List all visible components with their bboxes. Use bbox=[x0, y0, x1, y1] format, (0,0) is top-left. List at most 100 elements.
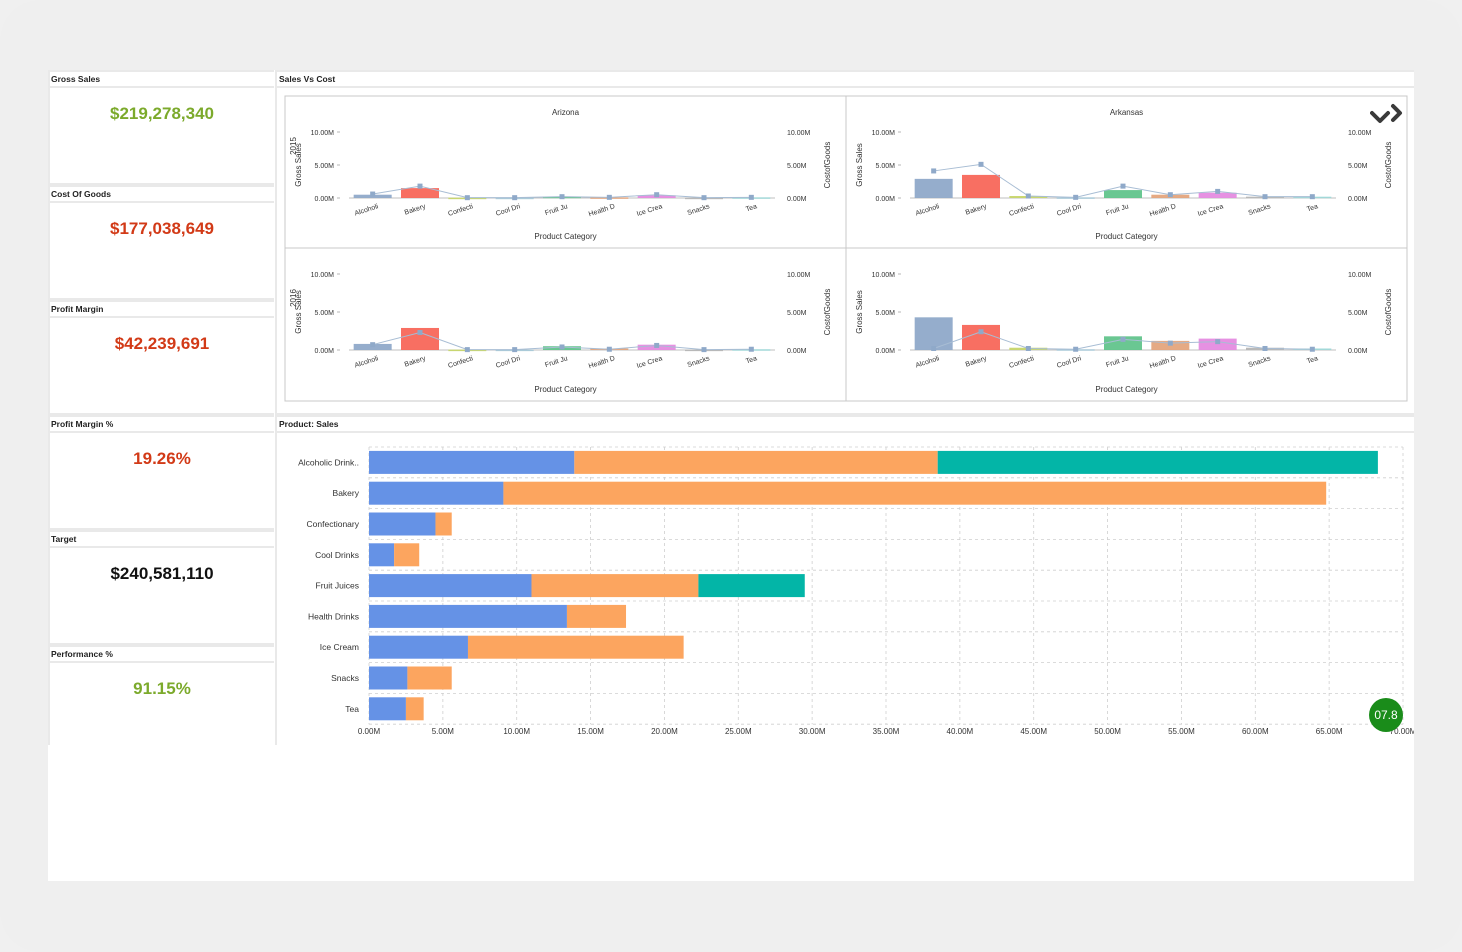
bar bbox=[914, 317, 953, 350]
cost-point bbox=[701, 347, 707, 353]
y2-tick-label: 10.00M bbox=[787, 130, 811, 137]
cost-point bbox=[1025, 193, 1031, 199]
kpi-profit-margin[interactable]: Profit Margin $42,239,691 bbox=[48, 300, 274, 415]
x-tick-label: 40.00M bbox=[947, 727, 974, 736]
kpi-value: 91.15% bbox=[133, 679, 191, 698]
y2-axis-title: CostofGoods bbox=[823, 142, 832, 189]
y-tick-label: Health Drinks bbox=[308, 611, 359, 621]
cost-point bbox=[1309, 194, 1315, 200]
x-tick-label: Tea bbox=[745, 203, 758, 213]
empty-area bbox=[48, 745, 1414, 881]
product-sales-panel: Product: Sales 0.00M 5.00M 10.00M 15.00M 20.… bbox=[275, 415, 1417, 745]
x-tick-label: 25.00M bbox=[725, 727, 752, 736]
x-tick-label: 70.00M bbox=[1390, 727, 1414, 736]
bar bbox=[962, 324, 1000, 350]
kpi-body: $219,278,340 bbox=[50, 88, 274, 183]
kpi-target[interactable]: Target $240,581,110 bbox=[48, 530, 274, 645]
y2-tick-label: 5.00M bbox=[787, 163, 807, 170]
y2-tick-label: 0.00M bbox=[787, 348, 807, 355]
kpi-value: 19.26% bbox=[133, 449, 191, 468]
facet-border bbox=[284, 247, 847, 402]
cost-point bbox=[748, 346, 754, 352]
bar-segment bbox=[467, 635, 684, 659]
chevron-right-icon[interactable] bbox=[1391, 104, 1402, 122]
bar-segment bbox=[503, 481, 1327, 505]
kpi-value: $219,278,340 bbox=[110, 104, 214, 123]
bar bbox=[1104, 190, 1142, 198]
y-tick-label: Alcoholic Drink.. bbox=[298, 457, 359, 467]
x-tick-label: 35.00M bbox=[873, 727, 900, 736]
kpi-title: Profit Margin % bbox=[50, 417, 274, 431]
facet-row-label: 2016 bbox=[289, 289, 298, 307]
y-tick-label: 10.00M bbox=[872, 272, 896, 279]
cost-point bbox=[1167, 340, 1173, 346]
kpi-title: Performance % bbox=[50, 647, 274, 661]
cost-point bbox=[606, 346, 612, 352]
y-axis-title: Gross Sales bbox=[294, 143, 303, 187]
kpi-profit-margin-percent[interactable]: Profit Margin % 19.26% bbox=[48, 415, 274, 530]
y2-tick-label: 0.00M bbox=[1348, 196, 1368, 203]
chevron-down-icon[interactable] bbox=[1370, 111, 1390, 123]
y2-tick-label: 5.00M bbox=[1348, 163, 1368, 170]
kpi-performance-percent[interactable]: Performance % 91.15% bbox=[48, 645, 274, 745]
chevron-expand-control[interactable] bbox=[1370, 101, 1404, 131]
panel-body: 0.00M 5.00M 10.00M 15.00M 20.00M 25.00M 30.00M… bbox=[277, 433, 1417, 745]
x-tick-label: Tea bbox=[1306, 203, 1319, 213]
panel-title: Product: Sales bbox=[277, 417, 1414, 431]
y-tick-label: 5.00M bbox=[315, 310, 335, 317]
kpi-value: $240,581,110 bbox=[110, 564, 214, 583]
cost-point bbox=[1073, 346, 1079, 352]
cost-point bbox=[931, 345, 937, 351]
panel-body: Arizona 2015 0.00M 0.00M 5.00M 5.00M 10.00M 10.… bbox=[277, 88, 1414, 413]
bar bbox=[401, 327, 439, 350]
cost-point bbox=[748, 194, 754, 200]
score-badge[interactable]: 07.8 bbox=[1369, 698, 1403, 732]
x-axis-title: Product Category bbox=[1095, 232, 1157, 241]
cost-point bbox=[1262, 345, 1268, 351]
y-axis-title: Gross Sales bbox=[855, 290, 864, 334]
cost-point bbox=[1120, 183, 1126, 189]
bar bbox=[962, 174, 1000, 198]
x-tick-label: Tea bbox=[1306, 355, 1319, 365]
sales-vs-cost-chart: Arizona 2015 0.00M 0.00M 5.00M 5.00M 10.00M 10.… bbox=[284, 95, 1408, 402]
y2-axis-title: CostofGoods bbox=[823, 289, 832, 336]
y2-tick-label: 0.00M bbox=[787, 196, 807, 203]
kpi-gross-sales[interactable]: Gross Sales $219,278,340 bbox=[48, 70, 274, 185]
x-tick-label: 55.00M bbox=[1168, 727, 1195, 736]
kpi-body: $240,581,110 bbox=[50, 548, 274, 643]
bar-segment bbox=[369, 666, 408, 690]
x-tick-label: 0.00M bbox=[358, 727, 381, 736]
cost-point bbox=[978, 161, 984, 167]
bar-segment bbox=[369, 635, 468, 659]
y-tick-label: 0.00M bbox=[876, 348, 896, 355]
sales-vs-cost-panel: Sales Vs Cost Arizona 2015 0.00M 0.00M 5.00M… bbox=[275, 70, 1414, 415]
kpi-body: $42,239,691 bbox=[50, 318, 274, 413]
bar-segment bbox=[574, 450, 938, 474]
y2-tick-label: 5.00M bbox=[1348, 310, 1368, 317]
facet-row-label: 2015 bbox=[289, 137, 298, 155]
kpi-title: Gross Sales bbox=[50, 72, 274, 86]
cost-point bbox=[931, 168, 937, 174]
y-tick-label: Confectionary bbox=[307, 519, 360, 529]
x-tick-label: 20.00M bbox=[651, 727, 678, 736]
cost-point bbox=[1073, 194, 1079, 200]
y-tick-label: 10.00M bbox=[311, 130, 335, 137]
cost-point bbox=[370, 342, 376, 348]
y2-axis-title: CostofGoods bbox=[1384, 289, 1393, 336]
y-tick-label: 5.00M bbox=[876, 310, 896, 317]
bar-segment bbox=[369, 574, 532, 598]
bar bbox=[1198, 192, 1237, 198]
cost-point bbox=[1215, 339, 1221, 345]
cost-point bbox=[512, 195, 518, 201]
bar-segment bbox=[407, 666, 452, 690]
cost-point bbox=[978, 329, 984, 335]
cost-point bbox=[1120, 336, 1126, 342]
cost-point bbox=[512, 347, 518, 353]
x-tick-label: 45.00M bbox=[1020, 727, 1047, 736]
bar-segment bbox=[369, 450, 575, 474]
bar-segment bbox=[435, 512, 452, 536]
bar bbox=[1198, 338, 1237, 350]
y2-tick-label: 0.00M bbox=[1348, 348, 1368, 355]
kpi-cost-of-goods[interactable]: Cost Of Goods $177,038,649 bbox=[48, 185, 274, 300]
y-tick-label: 10.00M bbox=[311, 272, 335, 279]
